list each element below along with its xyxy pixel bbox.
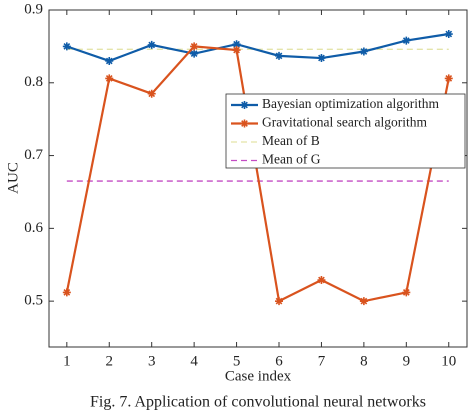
x-tick-label: 8 — [360, 353, 368, 369]
point-marker — [190, 49, 199, 58]
x-tick-label: 1 — [63, 353, 71, 369]
plot-frame — [48, 9, 468, 348]
point-marker — [275, 297, 284, 306]
x-tick-label: 3 — [148, 353, 156, 369]
point-marker — [62, 42, 71, 51]
x-axis-label: Case index — [225, 368, 292, 384]
point-marker — [62, 288, 71, 297]
y-tick-label: 0.6 — [24, 220, 43, 236]
point-marker — [232, 40, 241, 49]
x-tick-label: 5 — [233, 353, 241, 369]
x-tick-label: 4 — [190, 353, 198, 369]
y-axis-label: AUC — [5, 162, 21, 194]
point-marker — [147, 40, 156, 49]
x-tick-label: 10 — [441, 353, 456, 369]
legend-label: Mean of G — [262, 152, 321, 167]
point-marker — [317, 276, 326, 285]
point-marker — [444, 30, 453, 39]
caption: Fig. 7. Application of convolutional neu… — [90, 394, 426, 411]
point-marker — [232, 46, 241, 55]
legend-label: Gravitational search algorithm — [262, 115, 427, 130]
point-marker — [147, 89, 156, 98]
y-tick-label: 0.8 — [24, 74, 43, 90]
x-tick-label: 7 — [318, 353, 326, 369]
point-marker — [190, 42, 199, 51]
point-marker — [402, 288, 411, 297]
x-tick-label: 9 — [403, 353, 411, 369]
y-tick-label: 0.5 — [24, 293, 43, 309]
point-marker — [105, 56, 114, 65]
y-tick-label: 0.7 — [24, 147, 43, 163]
legend-marker — [240, 101, 249, 109]
point-marker — [402, 36, 411, 45]
legend-label: Mean of B — [262, 133, 320, 148]
x-tick-label: 2 — [106, 353, 114, 369]
legend-label: Bayesian optimization algorithm — [262, 96, 439, 111]
series-line — [66, 32, 449, 63]
point-marker — [359, 47, 368, 56]
point-marker — [105, 74, 114, 83]
x-tick-label: 6 — [275, 353, 283, 369]
legend-box — [225, 93, 466, 169]
series-line — [65, 45, 450, 303]
legend-marker — [240, 119, 249, 128]
point-marker — [275, 51, 284, 60]
y-tick-label: 0.9 — [24, 1, 43, 17]
point-marker — [317, 54, 326, 63]
point-marker — [444, 74, 453, 83]
point-marker — [359, 297, 368, 306]
